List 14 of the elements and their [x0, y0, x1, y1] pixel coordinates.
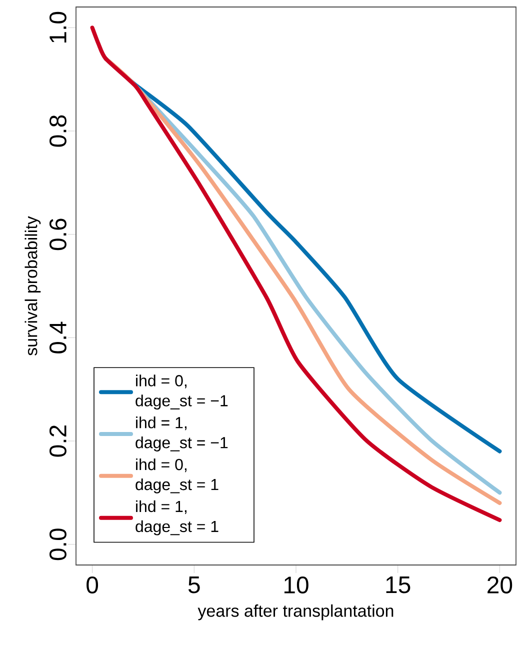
- y-tick-label: 1.0: [49, 12, 66, 43]
- x-tick-label: 0: [86, 576, 98, 594]
- y-axis-title: survival probability: [24, 216, 41, 356]
- legend-label: ihd = 1, dage_st = 1: [136, 500, 218, 536]
- x-tick-label: 10: [284, 576, 308, 594]
- y-tick-label: 0.0: [49, 528, 66, 560]
- y-tick-label: 0.2: [49, 426, 66, 457]
- x-axis-title: years after transplantation: [198, 604, 394, 620]
- y-tick-label: 0.4: [49, 322, 66, 354]
- x-tick-label: 15: [386, 576, 410, 594]
- y-tick-label: 0.6: [49, 218, 66, 250]
- y-tick-label: 0.8: [49, 115, 66, 147]
- x-tick-label: 20: [488, 576, 512, 594]
- x-tick-label: 5: [188, 576, 200, 594]
